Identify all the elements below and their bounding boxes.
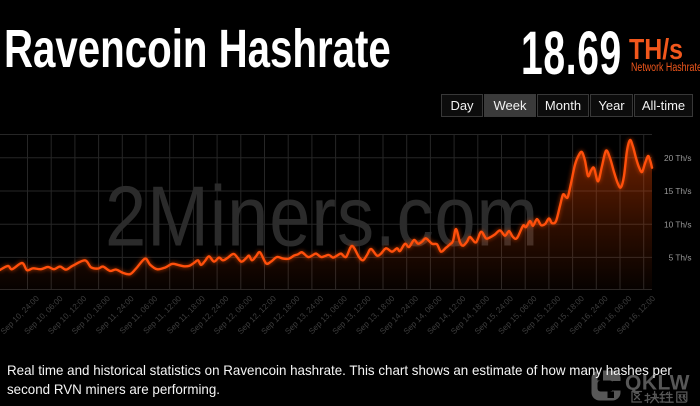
svg-text:QKLW: QKLW — [625, 372, 690, 395]
svg-text:15 Th/s: 15 Th/s — [664, 186, 692, 196]
svg-text:20 Th/s: 20 Th/s — [664, 153, 692, 163]
svg-text:10 Th/s: 10 Th/s — [664, 219, 692, 229]
svg-text:5 Th/s: 5 Th/s — [669, 253, 692, 263]
